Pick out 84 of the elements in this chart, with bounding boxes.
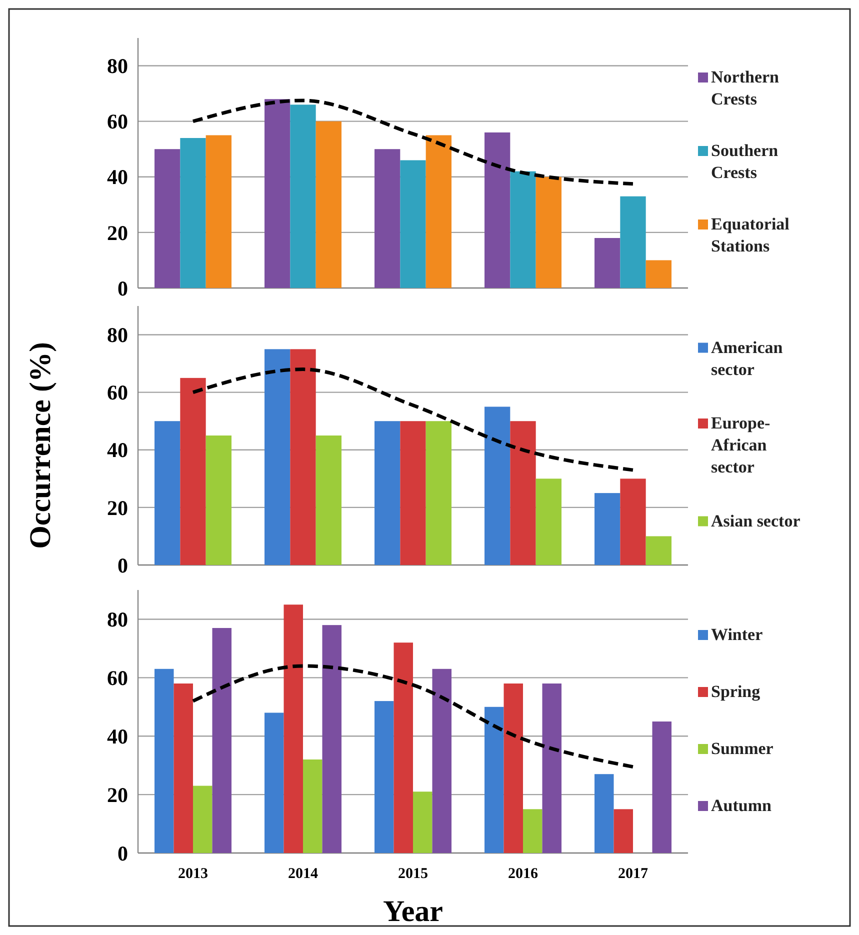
bar [510, 171, 536, 288]
bar [614, 809, 633, 853]
bar [174, 684, 193, 853]
y-tick-label: 40 [107, 165, 128, 190]
bar [290, 349, 316, 565]
bar [536, 176, 562, 288]
bar [394, 642, 413, 853]
legend-label: Spring [711, 682, 761, 701]
bar [646, 536, 672, 565]
y-tick-label: 20 [107, 496, 128, 520]
bar [154, 421, 180, 565]
bar [620, 196, 646, 288]
bar [180, 378, 206, 565]
line-series [191, 368, 635, 472]
bar [316, 436, 342, 565]
bar [523, 809, 542, 853]
bar [413, 792, 432, 853]
x-axis-title: Year [383, 895, 443, 928]
line-series [191, 664, 635, 769]
legend-label: Southern Crests [711, 141, 779, 182]
bar [374, 701, 394, 853]
y-tick-label: 0 [118, 841, 128, 866]
bar [303, 759, 322, 853]
line-series [191, 98, 635, 186]
bar [154, 668, 174, 853]
x-tick-label: 2014 [288, 866, 318, 882]
bar [484, 406, 510, 565]
bar [426, 135, 452, 288]
bar [374, 421, 400, 565]
bar [374, 149, 400, 288]
y-tick-label: 60 [107, 110, 128, 134]
bar [316, 121, 342, 288]
legend-label: Winter [711, 625, 764, 644]
bar [290, 104, 316, 288]
bar [542, 684, 562, 853]
bar [400, 160, 426, 288]
y-tick-label: 80 [107, 54, 128, 78]
bar [154, 149, 180, 288]
bar [594, 238, 620, 288]
bar [510, 421, 536, 565]
y-tick-label: 60 [107, 666, 128, 690]
bar [484, 706, 504, 853]
y-tick-label: 40 [107, 438, 128, 462]
legend-label: Asian sector [711, 511, 801, 530]
bar [322, 625, 342, 853]
x-tick-label: 2017 [618, 866, 648, 882]
bar [264, 349, 290, 565]
y-tick-label: 20 [107, 220, 128, 245]
bar [264, 99, 290, 288]
legend-label: American sector [711, 338, 784, 379]
y-tick-label: 40 [107, 724, 128, 748]
y-tick-label: 60 [107, 380, 128, 405]
x-tick-label: 2016 [508, 866, 538, 882]
bar [180, 138, 206, 288]
bar [504, 684, 523, 853]
y-tick-label: 20 [107, 782, 128, 807]
legend-label: Summer [711, 739, 774, 758]
bar [426, 421, 452, 565]
bar [594, 493, 620, 565]
bar [193, 786, 212, 853]
bar [284, 604, 303, 853]
bar [432, 668, 452, 853]
y-axis-title: Occurrence (%) [24, 342, 57, 549]
y-tick-label: 80 [107, 608, 128, 632]
bar [620, 478, 646, 565]
bar [536, 478, 562, 565]
y-tick-label: 0 [118, 553, 128, 578]
y-tick-label: 0 [118, 276, 128, 300]
bar [264, 712, 284, 853]
bar [652, 722, 672, 853]
legend-label: Equatorial Stations [711, 214, 790, 256]
y-tick-label: 80 [107, 323, 128, 348]
bar [646, 260, 672, 288]
bar [206, 135, 232, 288]
bar [484, 132, 510, 288]
bar [212, 628, 232, 853]
x-tick-label: 2013 [178, 866, 208, 882]
bar [594, 774, 614, 853]
legend-label: Northern Crests [711, 68, 780, 108]
legend-label: Autumn [711, 796, 772, 815]
x-tick-label: 2015 [398, 866, 428, 882]
legend-label: Europe-African sector [711, 414, 771, 476]
bar [206, 436, 232, 565]
bar [400, 421, 426, 565]
